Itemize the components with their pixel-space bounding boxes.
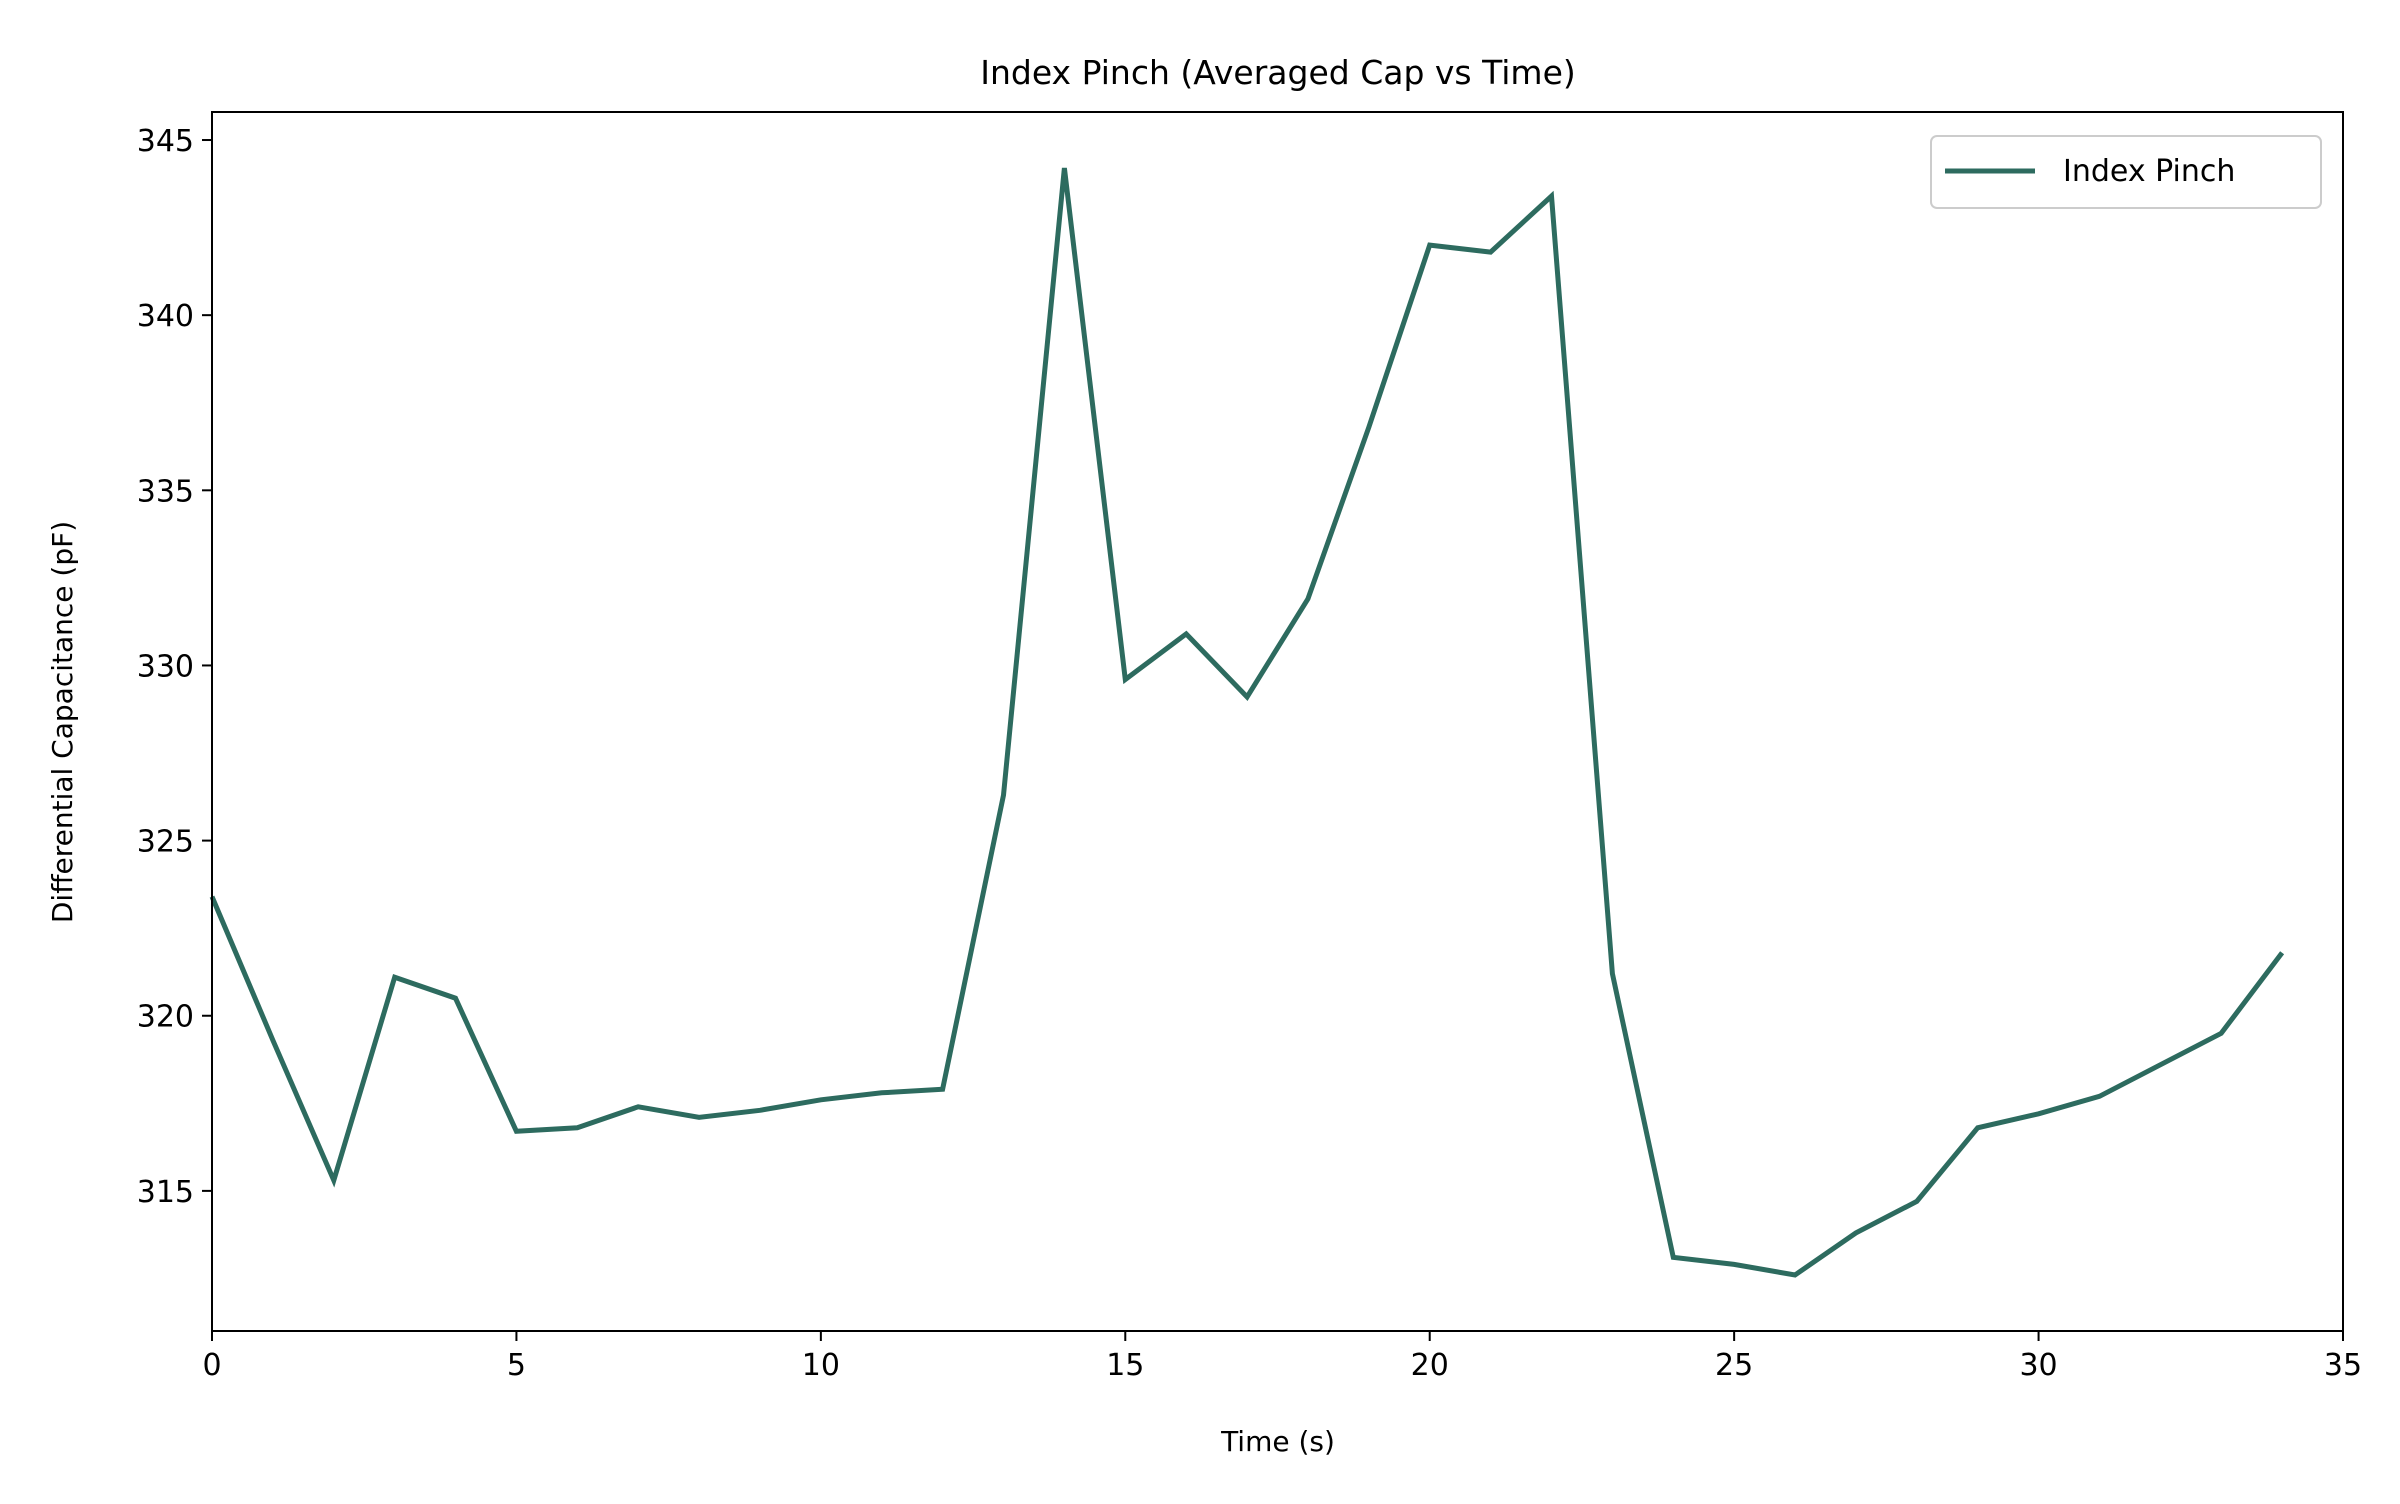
x-tick-label: 30 bbox=[2019, 1348, 2057, 1383]
series-line-1 bbox=[209, 167, 2285, 1278]
series-layer bbox=[209, 167, 2285, 1278]
x-tick-label: 25 bbox=[1715, 1348, 1753, 1383]
legend: Index Pinch bbox=[1930, 135, 2322, 209]
y-tick-label: 325 bbox=[137, 825, 194, 860]
x-tick-label: 35 bbox=[2324, 1348, 2362, 1383]
x-tick-label: 0 bbox=[202, 1348, 221, 1383]
y-tick-label: 315 bbox=[137, 1175, 194, 1210]
y-tick-label: 320 bbox=[137, 1000, 194, 1035]
y-axis-label: Differential Capacitance (pF) bbox=[46, 521, 79, 923]
plot-frame bbox=[211, 111, 2344, 1332]
x-tick-label: 10 bbox=[802, 1348, 840, 1383]
legend-entry-label: Index Pinch bbox=[2063, 154, 2235, 189]
chart-title: Index Pinch (Averaged Cap vs Time) bbox=[980, 53, 1576, 92]
y-tick-label: 345 bbox=[137, 124, 194, 159]
axis-ticks: 0 5 10 15 20 25 30 35 315 320 325 330 335 340 345 bbox=[137, 124, 2362, 1383]
x-tick-label: 5 bbox=[507, 1348, 526, 1383]
y-tick-label: 335 bbox=[137, 474, 194, 509]
x-tick-label: 15 bbox=[1106, 1348, 1144, 1383]
x-tick-label: 20 bbox=[1411, 1348, 1449, 1383]
x-axis-label: Time (s) bbox=[1220, 1425, 1335, 1458]
y-tick-label: 340 bbox=[137, 299, 194, 334]
y-tick-label: 330 bbox=[137, 649, 194, 684]
legend-box bbox=[1930, 135, 2322, 209]
